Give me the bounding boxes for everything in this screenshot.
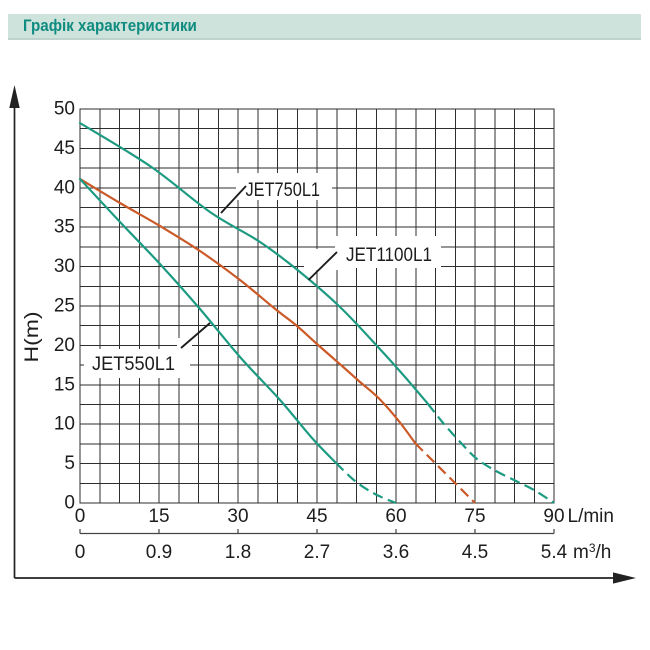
svg-text:25: 25 <box>54 296 75 317</box>
svg-text:1.8: 1.8 <box>225 542 251 563</box>
svg-text:75: 75 <box>464 506 485 527</box>
svg-text:45: 45 <box>306 506 327 527</box>
svg-text:45: 45 <box>54 138 75 159</box>
svg-text:5.4: 5.4 <box>541 542 568 563</box>
svg-text:H(m): H(m) <box>22 312 43 363</box>
svg-text:m3/h: m3/h <box>573 541 611 563</box>
svg-text:15: 15 <box>148 506 169 527</box>
svg-text:2.7: 2.7 <box>304 542 330 563</box>
svg-text:35: 35 <box>54 217 75 238</box>
svg-text:90: 90 <box>543 506 564 527</box>
svg-text:15: 15 <box>54 374 75 395</box>
svg-text:0: 0 <box>64 493 75 514</box>
svg-text:20: 20 <box>54 335 75 356</box>
svg-text:3.6: 3.6 <box>383 542 409 563</box>
svg-text:JET1100L1: JET1100L1 <box>346 245 432 266</box>
svg-text:10: 10 <box>54 414 75 435</box>
svg-text:60: 60 <box>385 506 406 527</box>
svg-text:0: 0 <box>75 506 86 527</box>
svg-text:0: 0 <box>75 542 86 563</box>
svg-text:L/min: L/min <box>568 506 614 527</box>
svg-text:JET550L1: JET550L1 <box>92 354 175 375</box>
svg-text:50: 50 <box>54 99 75 120</box>
svg-text:40: 40 <box>54 177 75 198</box>
svg-text:JET750L1: JET750L1 <box>246 180 321 201</box>
svg-text:30: 30 <box>54 256 75 277</box>
svg-text:0.9: 0.9 <box>146 542 172 563</box>
svg-text:30: 30 <box>227 506 248 527</box>
svg-text:5: 5 <box>64 453 75 474</box>
svg-text:4.5: 4.5 <box>462 542 488 563</box>
